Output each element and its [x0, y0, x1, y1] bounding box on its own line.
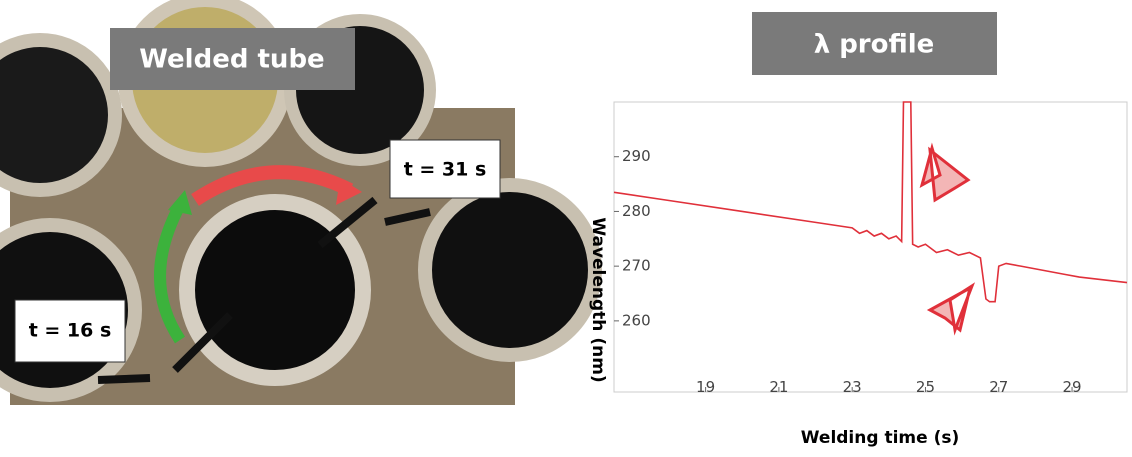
y-tick-label: 290	[622, 147, 651, 165]
label-box	[389, 139, 501, 199]
arrow-head	[168, 190, 192, 215]
tube	[179, 194, 371, 386]
x-axis-label: Welding time (s)	[801, 428, 959, 448]
arrow-head	[336, 178, 362, 205]
y-axis-label: Wavelength (nm)	[588, 217, 608, 382]
y-tick-label: 280	[622, 202, 651, 220]
marker-line	[172, 312, 233, 373]
title-box	[752, 12, 997, 75]
chart-title: λ profile	[814, 30, 935, 60]
x-tick-label: 23	[843, 378, 862, 396]
time-label: t = 16 s	[29, 320, 112, 342]
time-label: t = 31 s	[404, 159, 487, 181]
pointer	[384, 208, 431, 226]
x-tick-label: 21	[769, 378, 788, 396]
tube	[0, 33, 122, 197]
label-box	[14, 299, 126, 363]
callout-arrow	[919, 142, 971, 203]
x-tick-label: 27	[989, 378, 1008, 396]
x-tick-label: 19	[696, 378, 715, 396]
arrow	[191, 165, 354, 206]
callout-arrow	[926, 282, 976, 336]
y-tick-label: 260	[622, 311, 651, 329]
arrow	[154, 202, 186, 344]
pointer	[97, 374, 151, 384]
y-tick-label: 270	[622, 257, 651, 275]
marker-line	[317, 196, 378, 249]
x-tick-label: 25	[916, 378, 935, 396]
title-box	[110, 28, 355, 90]
plot-area	[613, 101, 1128, 393]
tube	[418, 178, 602, 362]
panel-title: Welded tube	[139, 45, 324, 75]
x-tick-label: 29	[1062, 378, 1081, 396]
line	[613, 101, 1128, 303]
